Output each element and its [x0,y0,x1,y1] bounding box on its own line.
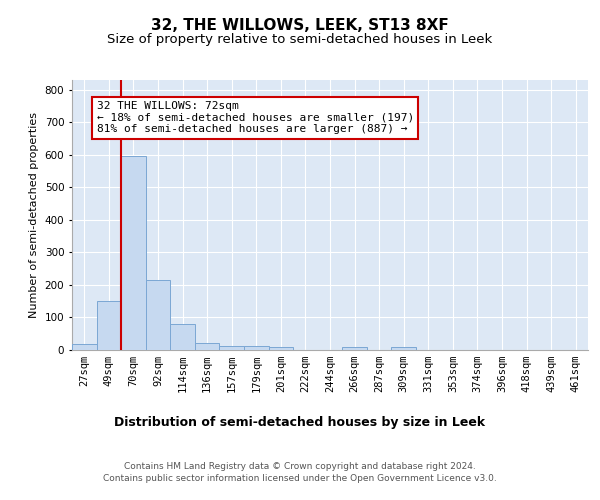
Bar [97,300,121,350]
Text: 32, THE WILLOWS, LEEK, ST13 8XF: 32, THE WILLOWS, LEEK, ST13 8XF [151,18,449,32]
Bar [195,344,220,350]
Bar [244,346,269,350]
Text: Contains HM Land Registry data © Crown copyright and database right 2024.
Contai: Contains HM Land Registry data © Crown c… [103,462,497,483]
Bar [146,280,170,350]
Bar [72,344,97,350]
Bar [121,156,146,350]
Bar [391,347,416,350]
Bar [220,346,244,350]
Text: Size of property relative to semi-detached houses in Leek: Size of property relative to semi-detach… [107,32,493,46]
Bar [170,324,195,350]
Y-axis label: Number of semi-detached properties: Number of semi-detached properties [29,112,39,318]
Text: Distribution of semi-detached houses by size in Leek: Distribution of semi-detached houses by … [115,416,485,429]
Bar [342,348,367,350]
Text: 32 THE WILLOWS: 72sqm
← 18% of semi-detached houses are smaller (197)
81% of sem: 32 THE WILLOWS: 72sqm ← 18% of semi-deta… [97,101,414,134]
Bar [269,348,293,350]
